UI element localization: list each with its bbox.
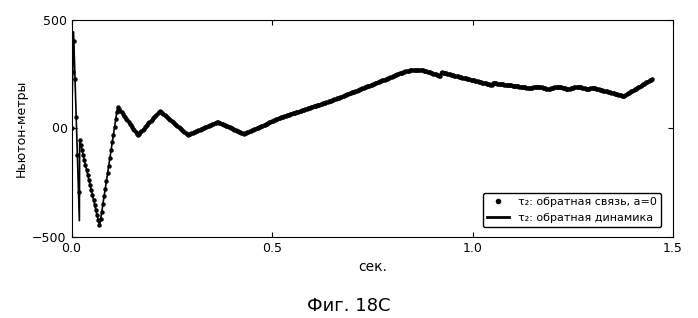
Legend: τ₂: обратная связь, a=0, τ₂: обратная динамика: τ₂: обратная связь, a=0, τ₂: обратная ди… [482,193,662,227]
τ₂: обратная динамика: (0.00508, 445): обратная динамика: (0.00508, 445) [69,30,77,34]
τ₂: обратная связь, a=0: (1.14, 187): обратная связь, a=0: (1.14, 187) [526,86,534,90]
Text: 0: 0 [52,122,59,135]
τ₂: обратная динамика: (1.41, 186): обратная динамика: (1.41, 186) [632,86,641,90]
τ₂: обратная связь, a=0: (0.0754, -384): обратная связь, a=0: (0.0754, -384) [98,210,106,214]
τ₂: обратная связь, a=0: (0.707, 171): обратная связь, a=0: (0.707, 171) [350,89,359,93]
τ₂: обратная связь, a=0: (0, 0): обратная связь, a=0: (0, 0) [67,127,75,130]
Line: τ₂: обратная связь, a=0: τ₂: обратная связь, a=0 [70,30,655,227]
τ₂: обратная динамика: (1.45, 230): обратная динамика: (1.45, 230) [649,77,658,80]
τ₂: обратная динамика: (1.14, 187): обратная динамика: (1.14, 187) [526,86,534,90]
Line: τ₂: обратная динамика: τ₂: обратная динамика [71,32,653,225]
τ₂: обратная динамика: (0.707, 171): обратная динамика: (0.707, 171) [350,89,359,93]
τ₂: обратная динамика: (0.0696, -447): обратная динамика: (0.0696, -447) [95,224,103,227]
τ₂: обратная связь, a=0: (1.41, 186): обратная связь, a=0: (1.41, 186) [632,86,641,90]
τ₂: обратная связь, a=0: (1.45, 230): обратная связь, a=0: (1.45, 230) [649,77,658,80]
Y-axis label: Ньютон-метры: Ньютон-метры [15,80,28,177]
τ₂: обратная динамика: (0, 0): обратная динамика: (0, 0) [67,127,75,130]
X-axis label: сек.: сек. [358,260,387,274]
τ₂: обратная динамика: (0.0754, -384): обратная динамика: (0.0754, -384) [98,210,106,214]
τ₂: обратная связь, a=0: (0.0696, -447): обратная связь, a=0: (0.0696, -447) [95,224,103,227]
τ₂: обратная связь, a=0: (0.00508, 445): обратная связь, a=0: (0.00508, 445) [69,30,77,34]
τ₂: обратная динамика: (1.41, 186): обратная динамика: (1.41, 186) [632,86,641,90]
Text: Фиг. 18C: Фиг. 18C [307,297,391,315]
τ₂: обратная связь, a=0: (0.668, 143): обратная связь, a=0: (0.668, 143) [335,95,343,99]
τ₂: обратная связь, a=0: (1.41, 186): обратная связь, a=0: (1.41, 186) [632,86,641,90]
τ₂: обратная динамика: (0.668, 143): обратная динамика: (0.668, 143) [335,95,343,99]
